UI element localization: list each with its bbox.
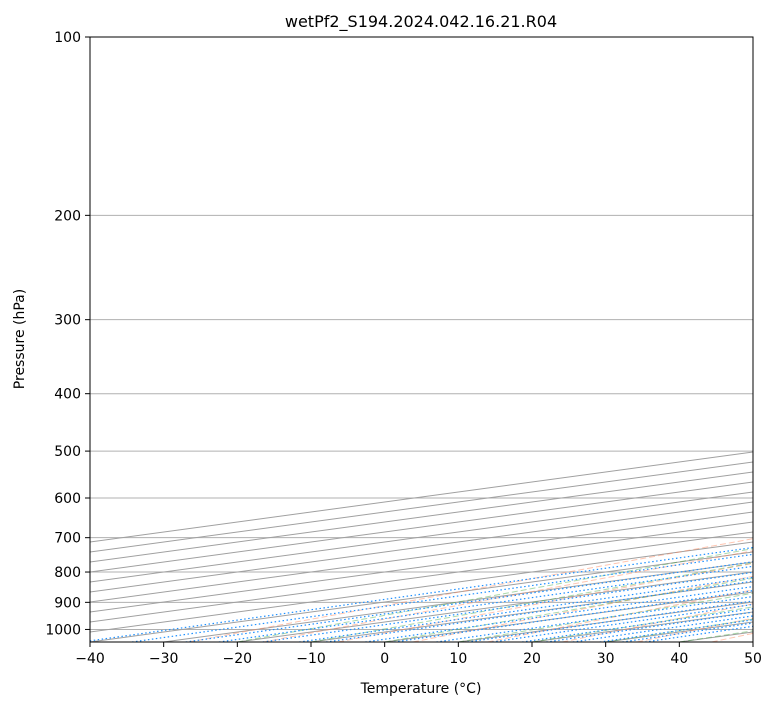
moist-adiabat-line [384,577,753,642]
isotherm-line [90,491,753,583]
y-tick-label: 700 [54,531,81,547]
x-axis-label: Temperature (°C) [360,681,482,697]
x-tick-label: 40 [670,651,688,667]
isotherm-line [90,541,753,633]
isotherm-line [90,551,753,642]
isotherm-line [90,521,753,613]
y-tick-label: 100 [54,30,81,46]
isotherm-line [90,481,753,573]
isotherm-line [90,511,753,603]
moist-adiabat-line [605,618,753,642]
x-tick-label: 20 [523,651,541,667]
x-tick-label: −40 [75,651,105,667]
dry-adiabat-line [188,538,753,642]
y-tick-label: 600 [54,491,81,507]
y-tick-label: 200 [54,208,81,224]
isotherm-line [90,501,753,593]
moist-adiabat-line [237,548,753,642]
y-tick-label: 500 [54,444,81,460]
dry-adiabat-line [338,562,753,642]
axes: −40 −30 −20 −10 0 10 20 30 40 50 100 200 300 400 500 60… [45,30,762,667]
isotherm-line [605,621,753,642]
x-tick-label: 30 [597,651,615,667]
plot-frame [89,36,754,643]
x-tick-label: 10 [449,651,467,667]
background-lines [90,37,753,642]
mixing-ratio-line [365,585,753,642]
isotherm-line [90,471,753,563]
y-tick-label: 800 [54,565,81,581]
x-tick-label: 50 [744,651,762,667]
dry-adiabat-line [263,550,753,642]
x-tick-label: −20 [223,651,253,667]
mixing-ratio-line [90,546,753,642]
isotherm-line [752,641,753,642]
x-tick-label: −10 [296,651,326,667]
chart-title: wetPf2_S194.2024.042.16.21.R04 [285,12,557,32]
isotherm-line [384,591,753,642]
dry-adiabat-line [562,603,753,642]
isotherm-line [679,631,753,642]
mixing-ratio-line [546,611,753,642]
dry-adiabat-line [636,617,753,642]
x-tick-label: 0 [380,651,389,667]
dry-adiabat-line [487,589,753,642]
mixing-ratio-line [325,580,753,642]
dry-adiabat-line [711,632,753,642]
moist-adiabat-line [310,562,753,642]
isotherm-line [90,531,753,623]
moist-adiabat-line [679,630,753,642]
isotherm-line [90,451,753,543]
y-axis-label: Pressure (hPa) [12,289,28,389]
y-tick-label: 900 [54,595,81,611]
mixing-ratio-line [394,590,753,642]
x-tick-label: −30 [149,651,179,667]
isotherm-line [310,581,753,642]
y-tick-label: 400 [54,387,81,403]
y-tick-label: 300 [54,313,81,329]
y-tick-label: 1000 [45,622,81,638]
isotherm-line [90,461,753,553]
